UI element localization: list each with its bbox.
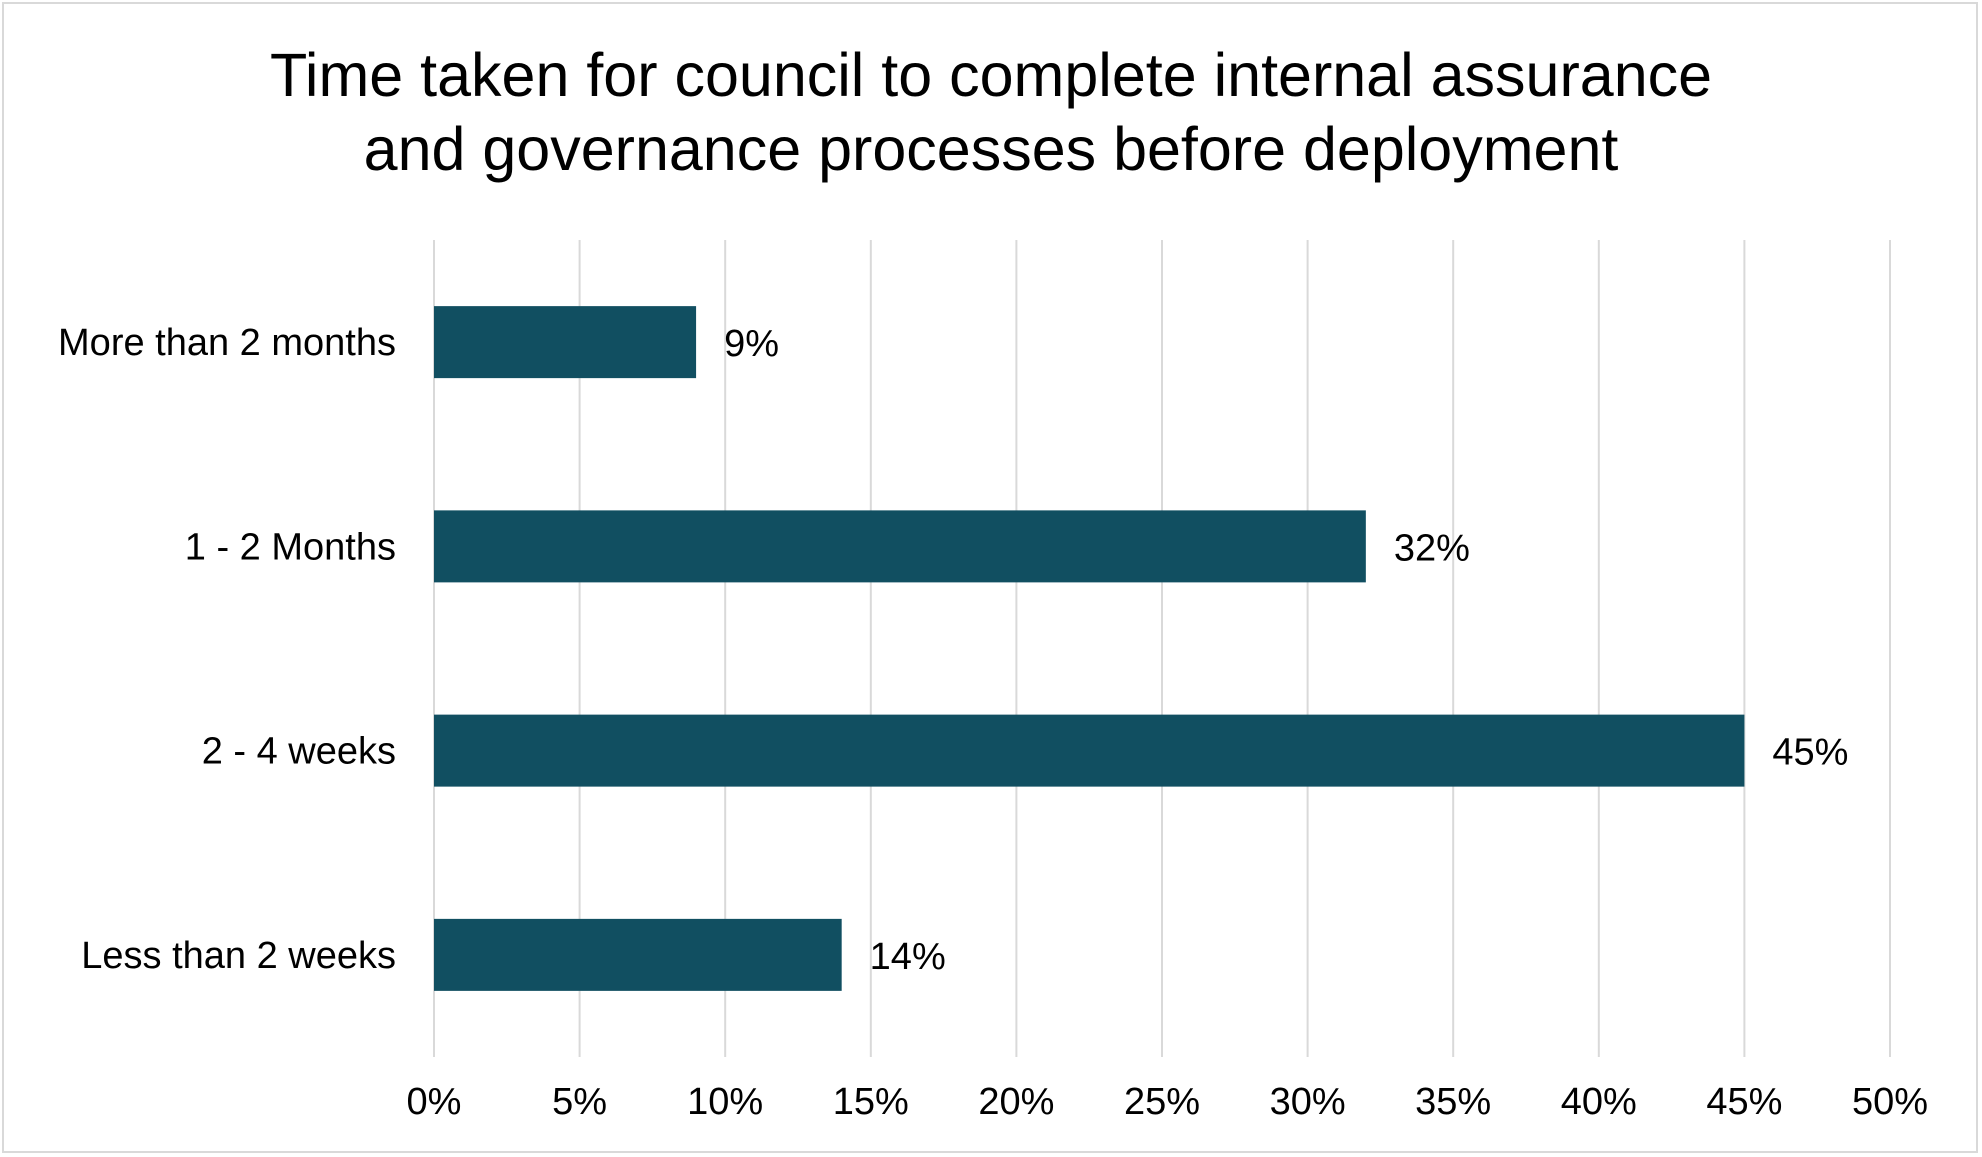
chart-title: Time taken for council to complete inter… [0,38,1982,186]
data-label-1: 32% [1394,527,1470,569]
x-axis-tick-labels: 0% 5% 10% 15% 20% 25% 30% 35% 40% 45% 50% [407,1081,1928,1123]
x-tick-label-45: 45% [1706,1081,1782,1123]
x-tick-label-5: 5% [552,1081,607,1123]
x-tick-label-25: 25% [1124,1081,1200,1123]
bar-1 [434,510,1366,583]
bar-3 [434,918,842,991]
x-tick-label-40: 40% [1561,1081,1637,1123]
data-labels: 9% 32% 45% 14% [724,323,1848,978]
category-label-3: Less than 2 weeks [81,935,396,977]
x-tick-label-30: 30% [1270,1081,1346,1123]
category-label-2: 2 - 4 weeks [202,731,396,773]
category-labels: More than 2 months 1 - 2 Months 2 - 4 week… [58,322,396,977]
x-tick-label-20: 20% [978,1081,1054,1123]
data-label-3: 14% [870,936,946,978]
bar-0 [434,306,697,379]
data-label-2: 45% [1772,732,1848,774]
data-label-0: 9% [724,323,779,365]
x-tick-label-10: 10% [687,1081,763,1123]
x-tick-label-50: 50% [1852,1081,1928,1123]
x-tick-label-0: 0% [407,1081,462,1123]
category-label-0: More than 2 months [58,322,396,364]
category-label-1: 1 - 2 Months [185,526,396,568]
bars [434,306,1745,991]
x-tick-label-15: 15% [833,1081,909,1123]
bar-2 [434,714,1745,787]
x-tick-label-35: 35% [1415,1081,1491,1123]
chart-title-line-1: Time taken for council to complete inter… [269,41,1713,109]
chart-title-line-2: and governance processes before deployme… [363,115,1619,183]
